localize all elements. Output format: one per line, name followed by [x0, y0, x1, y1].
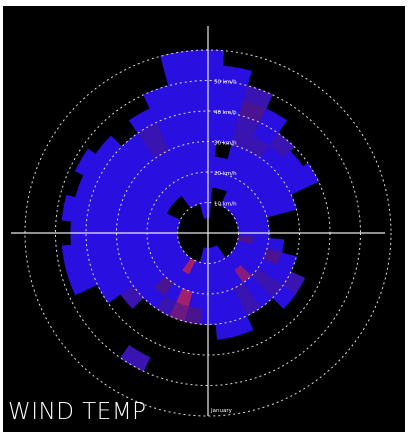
- speed-ring-60: [24, 49, 392, 417]
- angle-label-0: January: [210, 408, 233, 414]
- chart-frame: 10 km/h 20 km/h 30 km/h 40 km/h 50 km/h Janua…: [3, 6, 405, 432]
- wind-bar-350-1: [160, 50, 200, 131]
- chart-caption: WIND TEMP: [8, 399, 147, 425]
- wind-bars: [61, 49, 319, 372]
- ring-label-10: 10 km/h: [214, 202, 237, 208]
- ring-label-20: 20 km/h: [214, 171, 237, 177]
- wind-rose-chart: 10 km/h 20 km/h 30 km/h 40 km/h 50 km/h Janua…: [11, 26, 392, 417]
- ring-label-40: 40 km/h: [214, 110, 237, 116]
- cross-axes: [11, 26, 385, 416]
- ring-label-50: 50 km/h: [214, 80, 237, 86]
- wind-bar-290-0: [75, 174, 181, 226]
- ring-label-30: 30 km/h: [214, 141, 237, 147]
- wind-bar-210-3: [120, 345, 151, 372]
- axis-labels: 10 km/h 20 km/h 30 km/h 40 km/h 50 km/h Janua…: [210, 80, 237, 415]
